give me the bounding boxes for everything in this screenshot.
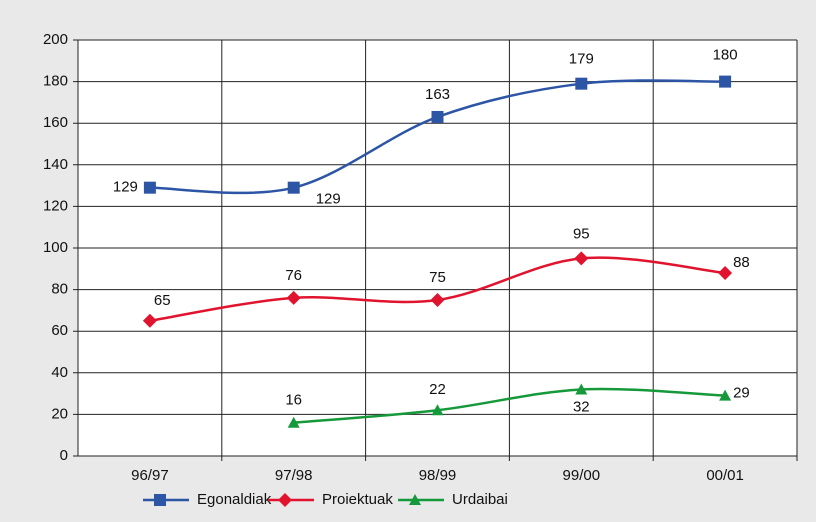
- data-label: 29: [733, 385, 750, 402]
- point-marker: [719, 75, 732, 88]
- data-label: 129: [113, 179, 138, 196]
- y-tick-label: 0: [60, 447, 68, 464]
- point-marker: [142, 313, 157, 328]
- series-line: [293, 387, 726, 424]
- point-marker: [574, 251, 589, 266]
- data-label: 75: [429, 269, 446, 286]
- legend-label: Proiektuak: [322, 491, 393, 508]
- y-tick-label: 120: [43, 197, 68, 214]
- y-tick-label: 140: [43, 156, 68, 173]
- legend-marker: [278, 493, 292, 507]
- data-label: 163: [425, 86, 450, 103]
- point-marker: [286, 290, 301, 305]
- data-label: 129: [316, 191, 341, 208]
- point-marker: [287, 416, 300, 428]
- legend-marker: [409, 494, 421, 505]
- point-marker: [430, 293, 445, 307]
- legend-label: Urdaibai: [452, 491, 508, 508]
- data-label: 180: [713, 47, 738, 64]
- x-tick-label: 97/98: [275, 467, 313, 484]
- data-label: 65: [154, 292, 171, 309]
- legend-marker: [154, 494, 166, 506]
- point-marker: [575, 383, 588, 395]
- data-label: 88: [733, 254, 750, 271]
- x-tick-label: 96/97: [131, 467, 169, 484]
- y-tick-label: 200: [43, 31, 68, 48]
- y-tick-label: 40: [51, 364, 68, 381]
- legend-label: Egonaldiak: [197, 491, 272, 508]
- y-tick-label: 100: [43, 239, 68, 256]
- point-marker: [287, 181, 300, 194]
- point-marker: [718, 265, 733, 280]
- data-label: 16: [285, 392, 302, 409]
- point-marker: [143, 181, 156, 194]
- x-tick-label: 98/99: [419, 467, 457, 484]
- point-marker: [575, 77, 588, 90]
- data-label: 32: [573, 398, 590, 415]
- data-label: 95: [573, 225, 590, 242]
- y-tick-label: 20: [51, 405, 68, 422]
- y-tick-label: 180: [43, 73, 68, 90]
- point-marker: [719, 389, 732, 401]
- x-tick-label: 00/01: [706, 467, 744, 484]
- data-label: 22: [429, 381, 446, 398]
- point-marker: [431, 404, 444, 416]
- y-tick-label: 160: [43, 114, 68, 131]
- y-tick-label: 80: [51, 281, 68, 298]
- point-marker: [431, 110, 444, 123]
- data-label: 76: [285, 267, 302, 284]
- x-tick-label: 99/00: [563, 467, 601, 484]
- data-label: 179: [569, 51, 594, 68]
- y-tick-label: 60: [51, 322, 68, 339]
